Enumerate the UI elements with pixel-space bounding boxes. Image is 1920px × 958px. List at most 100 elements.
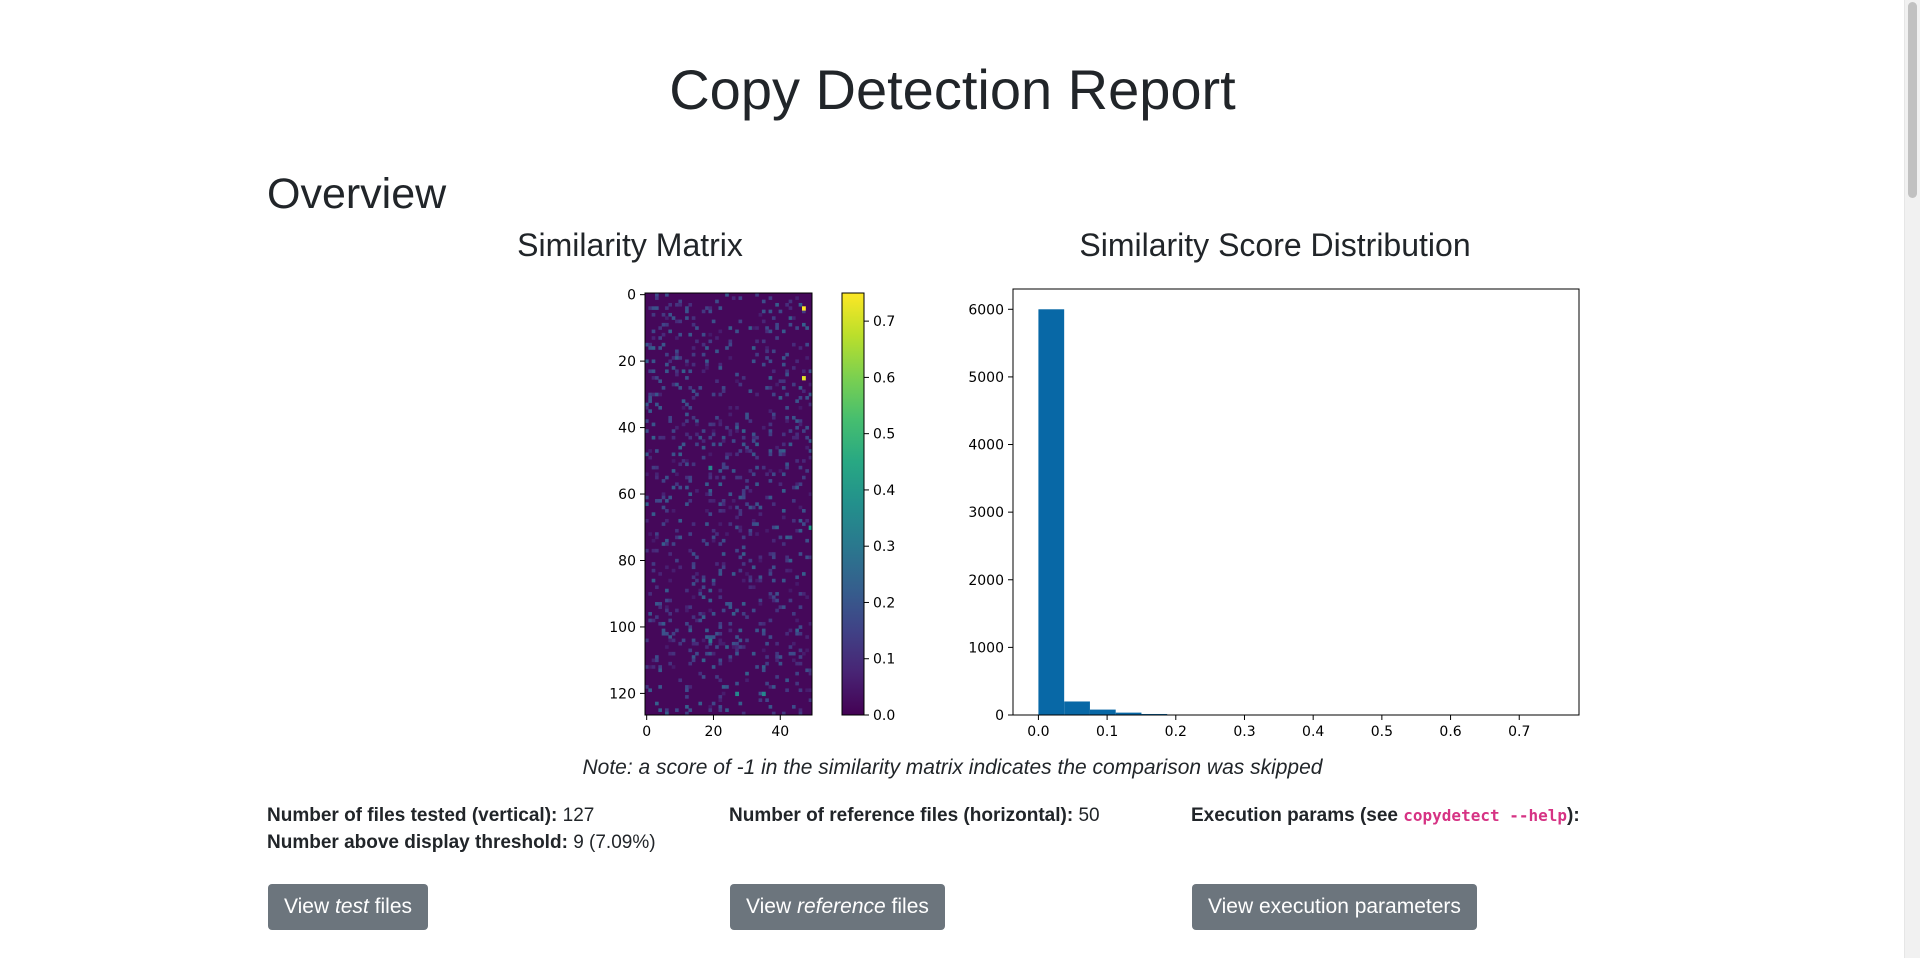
heatmap-cell xyxy=(688,405,693,410)
btn-text-em: reference xyxy=(796,895,886,918)
heatmap-cell xyxy=(728,356,733,360)
view-execution-parameters-button[interactable]: View execution parameters xyxy=(1192,884,1477,930)
heatmap-cell xyxy=(808,449,813,453)
heatmap-cell xyxy=(761,299,766,304)
heatmap-cell xyxy=(658,405,662,410)
heatmap-cell xyxy=(798,419,803,423)
heatmap-cell xyxy=(691,562,696,566)
heatmap-cell xyxy=(701,309,706,314)
heatmap-cell xyxy=(765,326,769,330)
heatmap-cell xyxy=(685,402,689,407)
heatmap-cell xyxy=(691,396,696,400)
heatmap-cell xyxy=(661,495,666,500)
heatmap-cell xyxy=(778,469,783,473)
heatmap-cell xyxy=(761,668,766,673)
reference-files-value: 50 xyxy=(1078,805,1100,826)
heatmap-cell xyxy=(671,651,676,656)
heatmap-cell xyxy=(708,608,713,613)
heatmap-cell xyxy=(781,362,786,367)
heatmap-cell xyxy=(665,708,669,712)
heatmap-cell xyxy=(761,621,766,626)
heatmap-cell xyxy=(695,618,699,623)
heatmap-cell xyxy=(691,565,696,570)
heatmap-cell xyxy=(755,522,759,526)
heatmap-cell xyxy=(795,459,799,463)
heatmap-cell xyxy=(801,592,806,596)
heatmap-cell xyxy=(665,645,669,649)
heatmap-cell xyxy=(748,532,753,536)
heatmap-cell xyxy=(751,505,756,510)
y-tick-label: 4000 xyxy=(968,438,1004,454)
heatmap-cell xyxy=(781,711,786,716)
heatmap-cell xyxy=(671,508,676,513)
heatmap-cell xyxy=(675,628,679,633)
heatmap-cell xyxy=(775,525,779,530)
heatmap-cell xyxy=(718,542,723,546)
heatmap-cell xyxy=(701,445,706,450)
heatmap-cell xyxy=(695,651,699,656)
heatmap-cell xyxy=(691,322,696,327)
heatmap-cell xyxy=(645,638,649,643)
heatmap-cell xyxy=(758,575,763,580)
heatmap-cell xyxy=(721,389,726,393)
heatmap-cell xyxy=(671,316,676,320)
heatmap-cell xyxy=(735,515,739,520)
heatmap-cell xyxy=(771,349,776,354)
heatmap-cell xyxy=(661,621,666,626)
heatmap-cell xyxy=(785,369,789,374)
heatmap-cell xyxy=(658,668,662,673)
heatmap-cell xyxy=(755,578,759,583)
heatmap-cell xyxy=(655,293,659,297)
heatmap-cell xyxy=(668,638,673,643)
heatmap-cell xyxy=(665,475,669,480)
heatmap-cell xyxy=(775,598,779,603)
heatmap-cell xyxy=(765,472,769,477)
heatmap-cell xyxy=(808,698,813,703)
heatmap-cell xyxy=(675,372,679,377)
heatmap-cell xyxy=(725,532,729,536)
heatmap-cells xyxy=(645,293,813,716)
heatmap-cell xyxy=(651,336,656,340)
heatmap-cell xyxy=(748,469,753,473)
heatmap-cell xyxy=(705,522,709,526)
heatmap-cell xyxy=(728,432,733,437)
heatmap-cell xyxy=(785,465,789,470)
y-tick-label: 3000 xyxy=(968,505,1004,521)
heatmap-cell xyxy=(685,475,689,480)
view-test-files-button[interactable]: View test files xyxy=(268,884,429,930)
heatmap-cell xyxy=(671,485,676,490)
heatmap-cell xyxy=(711,429,716,433)
heatmap-cell xyxy=(755,293,759,297)
heatmap-cell xyxy=(721,439,726,443)
heatmap-cell xyxy=(808,439,813,443)
vertical-scrollbar[interactable] xyxy=(1904,0,1920,958)
heatmap-cell xyxy=(705,306,709,310)
heatmap-cell xyxy=(678,452,683,457)
heatmap-cell xyxy=(665,518,669,523)
heatmap-cell xyxy=(691,655,696,659)
x-tick-label: 0.4 xyxy=(1302,724,1324,740)
files-tested-stat: Number of files tested (vertical): 127 xyxy=(267,802,594,829)
heatmap-cell xyxy=(691,552,696,556)
heatmap-cell xyxy=(801,522,806,526)
heatmap-cell xyxy=(758,505,763,510)
heatmap-cell xyxy=(728,621,733,626)
heatmap-cell xyxy=(701,638,706,643)
heatmap-cell xyxy=(728,522,733,526)
histogram-bar xyxy=(1038,309,1065,715)
heatmap-cell xyxy=(788,429,793,433)
heatmap-cell xyxy=(778,655,783,659)
heatmap-cell xyxy=(678,641,683,646)
heatmap-cell xyxy=(768,409,773,413)
heatmap-cell xyxy=(801,475,806,480)
heatmap-cell xyxy=(711,528,716,533)
heatmap-cell xyxy=(738,528,743,533)
heatmap-cell xyxy=(781,379,786,384)
view-reference-files-button[interactable]: View reference files xyxy=(730,884,945,930)
heatmap-cell xyxy=(671,356,676,360)
exec-params-stat: Execution params (see copydetect --help)… xyxy=(1191,802,1580,829)
scrollbar-thumb[interactable] xyxy=(1908,2,1917,198)
heatmap-cell xyxy=(741,578,746,583)
heatmap-cell xyxy=(655,615,659,619)
heatmap-cell xyxy=(758,312,763,317)
